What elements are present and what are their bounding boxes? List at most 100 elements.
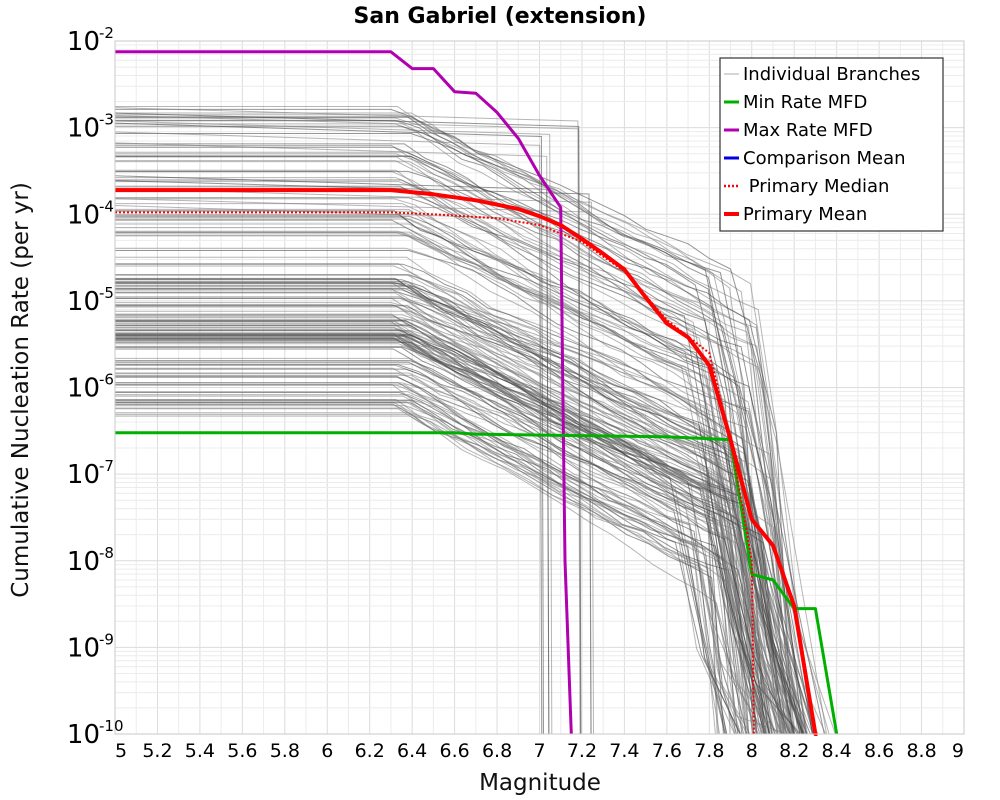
y-tick-base: 10	[67, 114, 100, 144]
x-tick-label: 8.6	[864, 740, 894, 762]
legend-label: Primary Median	[743, 176, 889, 197]
branch-line	[115, 177, 785, 735]
branch-line	[115, 319, 772, 735]
y-tick-label: 10 -2	[67, 24, 114, 57]
branch-line	[115, 408, 787, 735]
x-tick-label: 6	[321, 740, 333, 762]
x-tick-label: 6.6	[439, 740, 469, 762]
x-tick-label: 5.4	[185, 740, 215, 762]
branch-line	[115, 412, 736, 735]
branch-line	[115, 323, 814, 735]
x-tick-labels: 5 5.2 5.4 5.6 5.8 6 6.2 6.4 6.6 6.8 7 7.2 7.4 7.6 7.8 8…	[115, 740, 964, 762]
plot-frame	[114, 40, 965, 735]
branch-line	[114, 122, 544, 735]
y-tick-exponent: -2	[99, 24, 114, 42]
y-tick-label: 10 -10	[67, 717, 124, 750]
y-tick-label: 10 -6	[67, 371, 114, 404]
legend-label: Min Rate MFD	[743, 92, 867, 113]
branch-line	[115, 376, 728, 735]
x-tick-label: 6.8	[482, 740, 512, 762]
branch-line	[115, 391, 767, 735]
branch-line	[115, 285, 785, 735]
branch-line	[115, 330, 787, 735]
branch-line	[115, 281, 830, 735]
x-tick-label: 6.2	[355, 740, 385, 762]
branch-line	[115, 402, 791, 735]
legend-box	[719, 57, 944, 232]
legend-label: Primary Mean	[743, 204, 867, 225]
branch-line	[115, 375, 771, 735]
branch-line	[115, 231, 747, 735]
branch-line	[114, 112, 582, 735]
branch-line	[115, 112, 765, 735]
y-tick-base: 10	[67, 633, 100, 663]
branch-line	[115, 400, 757, 735]
branch-line	[115, 187, 770, 735]
legend: Individual Branches Min Rate MFD Max Rate …	[719, 57, 944, 232]
branch-line	[115, 368, 791, 735]
y-tick-label: 10 -7	[67, 457, 114, 490]
branch-line	[114, 131, 543, 735]
branch-line	[115, 287, 814, 735]
branch-line	[115, 278, 801, 735]
branch-line	[115, 335, 748, 735]
x-tick-label: 7.6	[652, 740, 682, 762]
y-tick-exponent: -6	[99, 371, 114, 389]
branch-line	[115, 214, 758, 735]
y-tick-exponent: -10	[99, 717, 124, 735]
branch-line	[115, 314, 758, 735]
branch-line	[115, 133, 783, 735]
y-tick-base: 10	[67, 27, 100, 57]
x-tick-label: 9	[952, 740, 964, 762]
legend-label: Max Rate MFD	[743, 120, 873, 141]
y-axis-label: Cumulative Nucleation Rate (per yr)	[8, 182, 34, 598]
branch-line	[115, 415, 779, 735]
branch-line	[115, 116, 782, 735]
y-tick-label: 10 -9	[67, 630, 114, 663]
branch-line	[115, 181, 757, 735]
branch-line	[115, 143, 803, 735]
y-tick-label: 10 -5	[67, 284, 114, 317]
branch-line	[115, 292, 767, 735]
branch-line	[115, 374, 809, 735]
y-tick-labels: 10-210-310-410-510-610-710-810-910-10	[67, 24, 124, 750]
x-axis-label: Magnitude	[479, 770, 601, 796]
y-tick-exponent: -7	[99, 457, 114, 475]
branch-line	[115, 384, 792, 735]
branch-line	[114, 107, 581, 735]
y-tick-base: 10	[67, 200, 100, 230]
branch-line	[115, 155, 793, 735]
y-tick-base: 10	[67, 720, 100, 750]
branch-line	[115, 279, 816, 735]
branch-line	[115, 227, 719, 735]
branch-line	[115, 339, 781, 735]
x-tick-label: 8	[746, 740, 758, 762]
branch-line	[115, 156, 757, 735]
branch-line	[115, 399, 748, 735]
y-tick-base: 10	[67, 460, 100, 490]
x-tick-label: 5.2	[142, 740, 172, 762]
x-tick-label: 6.4	[397, 740, 427, 762]
branch-line	[115, 203, 795, 735]
branch-line	[114, 188, 594, 735]
x-tick-label: 5.6	[227, 740, 257, 762]
series-primary-median	[115, 211, 755, 735]
branch-line	[115, 198, 764, 735]
x-tick-label: 7.4	[609, 740, 639, 762]
series-lines	[115, 50, 839, 736]
branch-line	[114, 198, 592, 735]
x-tick-label: 8.8	[906, 740, 936, 762]
branch-line	[115, 338, 726, 735]
branch-line	[115, 317, 794, 735]
x-tick-label: 7.2	[567, 740, 597, 762]
branch-line	[115, 361, 776, 735]
branch-line	[115, 341, 767, 735]
y-tick-label: 10 -4	[67, 197, 114, 230]
y-tick-base: 10	[67, 547, 100, 577]
x-tick-label: 5	[115, 740, 127, 762]
branch-line	[115, 160, 762, 735]
chart-title: San Gabriel (extension)	[354, 4, 647, 29]
y-tick-label: 10 -3	[67, 111, 114, 144]
branch-line	[115, 146, 785, 735]
